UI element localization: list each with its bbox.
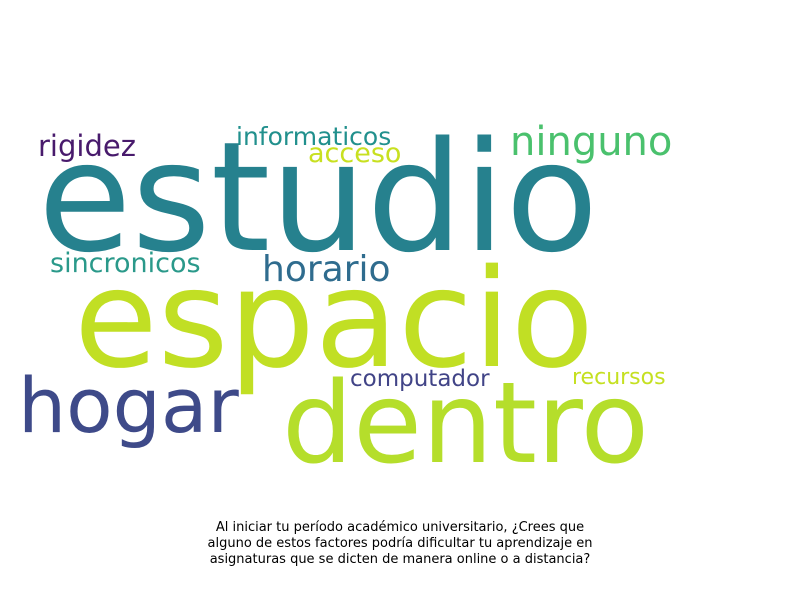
word-rigidez: rigidez (38, 129, 136, 163)
word-sincronicos: sincronicos (50, 248, 201, 279)
word-ninguno: ninguno (510, 119, 673, 165)
word-computador: computador (350, 366, 490, 392)
caption-line-3: asignaturas que se dicten de manera onli… (209, 552, 591, 567)
word-espacio: espacio (74, 241, 594, 399)
word-cloud: estudio espacio dentro hogar ninguno hor… (18, 109, 673, 489)
word-hogar: hogar (18, 361, 239, 450)
word-estudio: estudio (38, 109, 599, 286)
caption-line-2: alguno de estos factores podría dificult… (207, 536, 593, 551)
figure-caption: Al iniciar tu período académico universi… (150, 520, 650, 568)
word-dentro: dentro (282, 359, 650, 489)
caption-line-1: Al iniciar tu período académico universi… (215, 520, 585, 535)
word-horario: horario (262, 249, 391, 290)
word-recursos: recursos (572, 365, 666, 390)
word-acceso: acceso (308, 138, 402, 169)
word-informaticos: informaticos (236, 122, 392, 151)
